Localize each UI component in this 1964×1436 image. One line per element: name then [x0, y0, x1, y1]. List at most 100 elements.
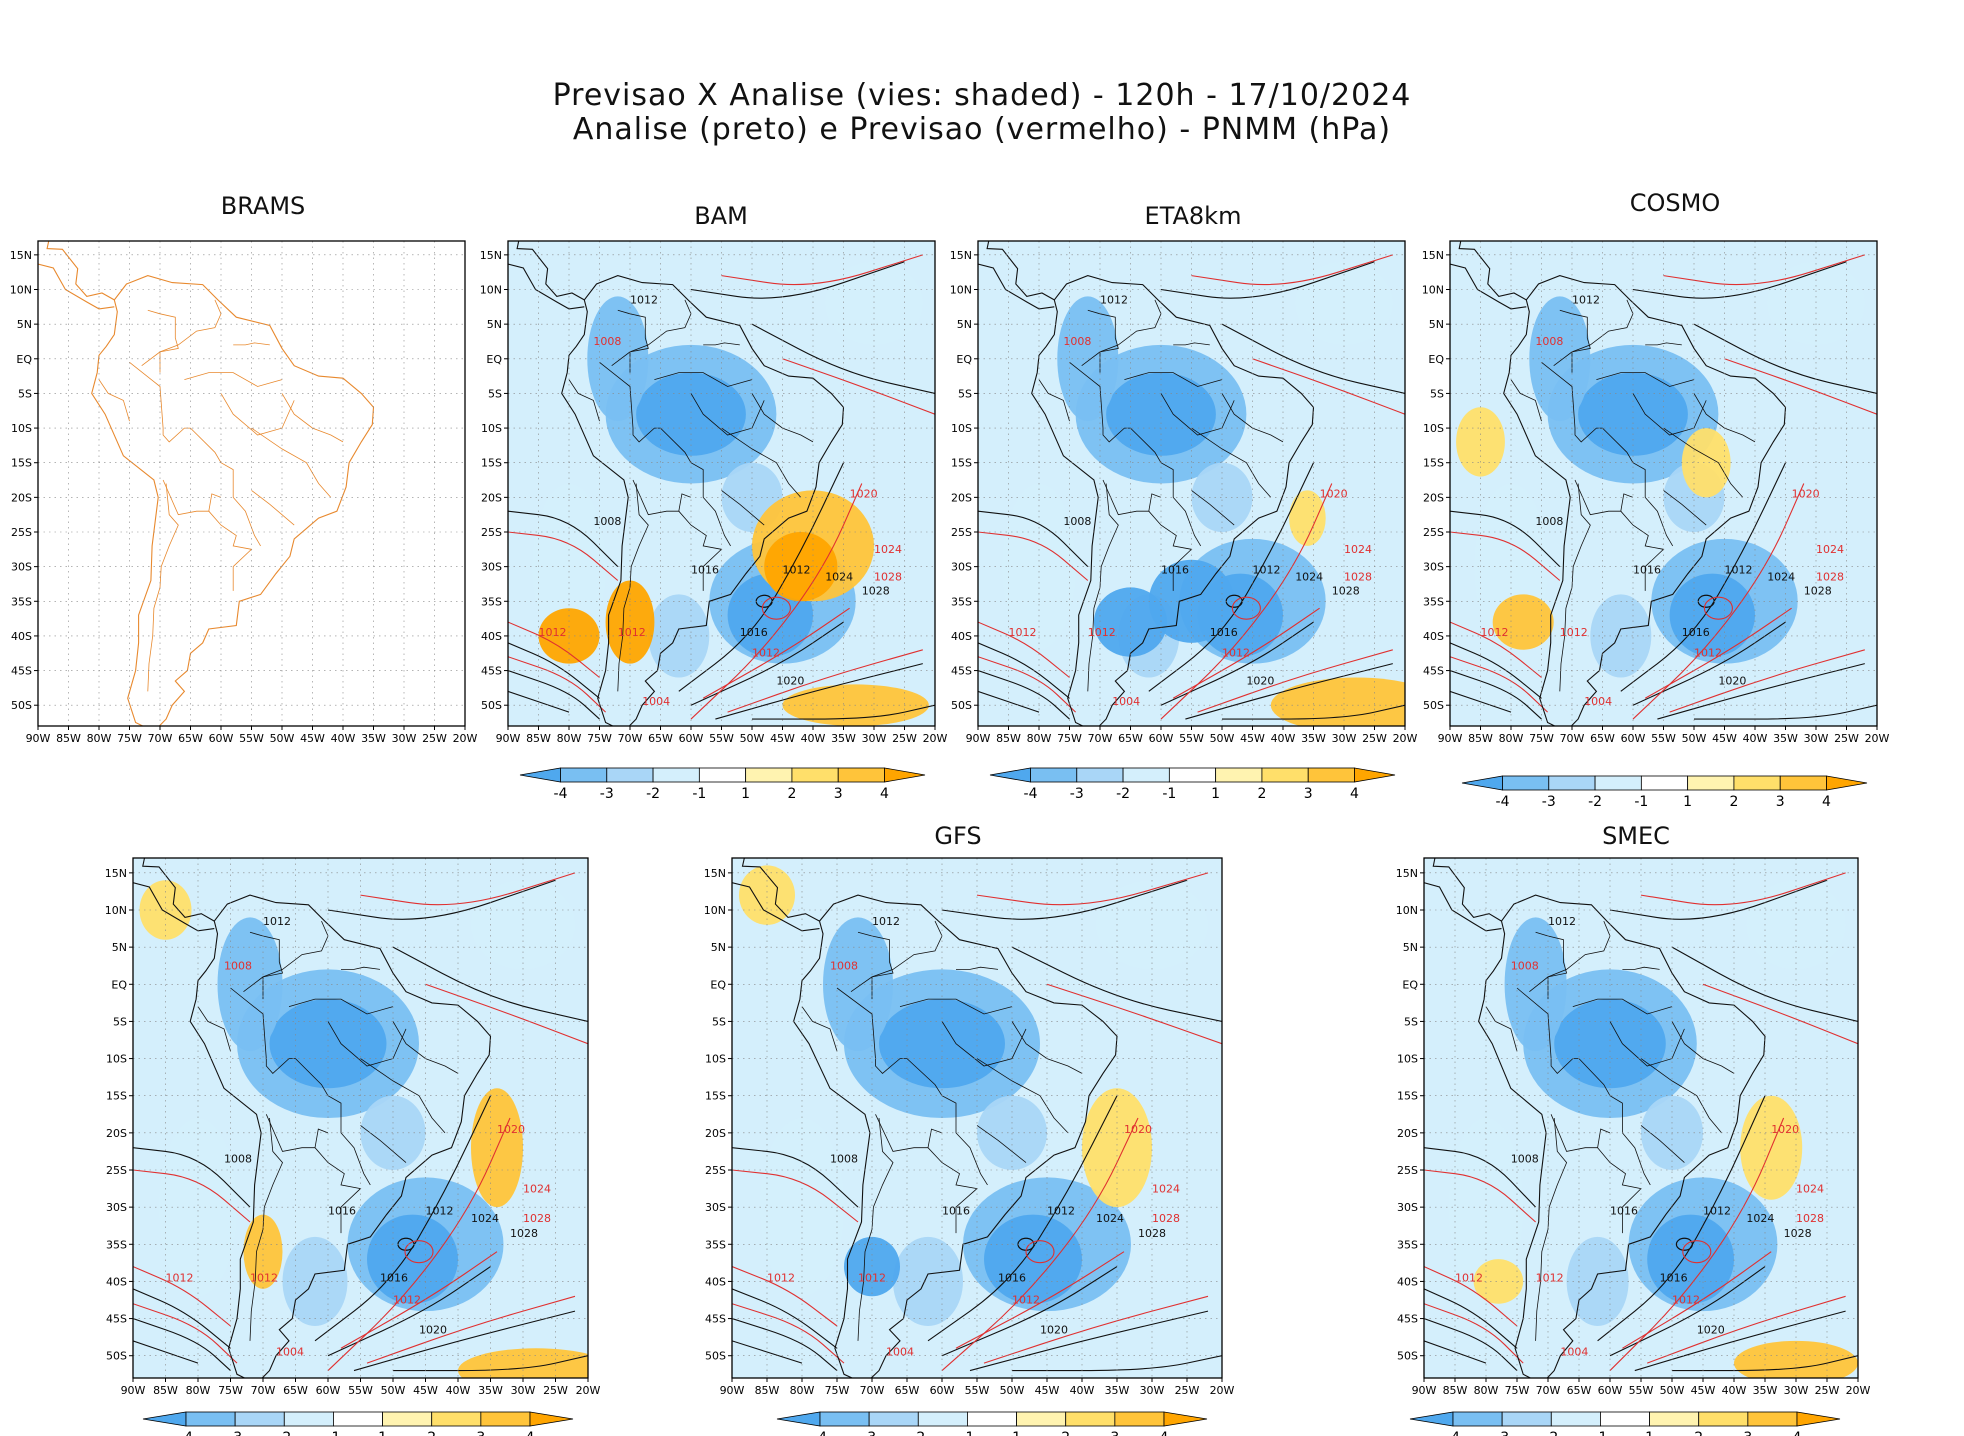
lon-tick-label: 60W	[930, 1384, 955, 1397]
colorbar-swatch	[652, 767, 700, 783]
lon-tick-label: 90W	[720, 1384, 745, 1397]
lon-tick-label: 45W	[1240, 732, 1265, 745]
lon-tick-label: 70W	[251, 1384, 276, 1397]
coastline	[508, 263, 585, 310]
lon-tick-label: 80W	[557, 732, 582, 745]
lon-tick-label: 90W	[26, 732, 51, 745]
border-line	[129, 361, 261, 547]
lat-tick-label: 45S	[705, 1313, 726, 1326]
forecast-isobar	[983, 1295, 1209, 1364]
forecast-isobar	[978, 531, 1089, 581]
coastline	[133, 882, 215, 932]
analysis-isobar	[1693, 323, 1877, 394]
border-line	[899, 998, 1013, 1015]
colorbar-label: -1	[960, 1430, 974, 1436]
border-line	[1572, 998, 1673, 1015]
lat-tick-label: 5N	[1429, 318, 1444, 331]
analysis-contour-label: 1016	[328, 1205, 356, 1218]
forecast-contour-label: 1012	[250, 1271, 278, 1284]
border-line	[941, 1021, 1027, 1067]
bias-area	[1093, 587, 1168, 657]
bias-area	[1647, 1214, 1734, 1304]
forecast-contour-label: 1008	[1063, 335, 1091, 348]
coastline	[1503, 275, 1787, 726]
border-line	[98, 379, 130, 422]
analysis-isobar	[1221, 704, 1405, 720]
forecast-isobar	[508, 531, 619, 581]
lon-tick-label: 90W	[966, 732, 991, 745]
lat-tick-label: 5N	[17, 318, 32, 331]
forecast-isobar	[1046, 983, 1222, 1045]
forecast-contour-label: 1028	[1796, 1212, 1824, 1225]
lon-tick-label: 80W	[790, 1384, 815, 1397]
colorbar-swatch	[283, 1411, 334, 1427]
lon-tick-label: 85W	[755, 1384, 780, 1397]
colorbar-label: 3	[834, 786, 843, 802]
forecast-isobar	[1702, 983, 1858, 1045]
coastline	[732, 882, 820, 932]
colorbar-bam: -4 -3 -2 -1 1 2 3 4	[519, 767, 926, 802]
forecast-contour-label: 1004	[642, 695, 670, 708]
map-panel-wrf: 1012 1024 1028 1020 1016 1016 1012 1008 1012 1012…	[105, 857, 601, 1397]
lon-tick-label: 65W	[178, 732, 203, 745]
lat-tick-label: 40S	[106, 1275, 127, 1288]
lat-tick-label: 10S	[1423, 422, 1444, 435]
panel-title-cosmo: COSMO	[1629, 189, 1721, 217]
colorbar-label: 1	[1012, 1430, 1021, 1436]
lat-tick-label: 25S	[1423, 526, 1444, 539]
analysis-isobar	[969, 1310, 1209, 1372]
analysis-isobar	[678, 462, 844, 692]
forecast-contour-label: 1012	[767, 1271, 795, 1284]
lon-tick-label: 25W	[1362, 732, 1387, 745]
analysis-isobar	[508, 510, 619, 568]
lon-tick-label: 85W	[526, 732, 551, 745]
analysis-isobar	[1148, 462, 1314, 692]
border-line	[1516, 987, 1651, 1186]
colorbar-swatch	[819, 1411, 870, 1427]
border-line	[1191, 490, 1235, 526]
forecast-isobar	[1640, 872, 1846, 906]
forecast-isobar	[1644, 607, 1792, 699]
colorbar-label: -2	[646, 786, 660, 802]
colorbar-label: -3	[1070, 786, 1084, 802]
forecast-contour-label: 1012	[858, 1271, 886, 1284]
colorbar-swatch	[1687, 775, 1735, 791]
border-line	[617, 483, 649, 692]
lat-tick-label: 50S	[1423, 699, 1444, 712]
colorbar-label: -1	[1162, 786, 1176, 802]
bias-area	[1082, 1088, 1152, 1208]
colorbar-label: 2	[1061, 1430, 1070, 1436]
lon-tick-label: 55W	[1629, 1384, 1654, 1397]
analysis-contour-label: 1016	[1161, 564, 1189, 577]
analysis-isobar	[392, 946, 588, 1022]
colorbar-label: 2	[1729, 794, 1738, 810]
colorbar-label: 4	[526, 1430, 535, 1436]
lon-tick-label: 65W	[283, 1384, 308, 1397]
lat-tick-label: EQ	[1402, 978, 1418, 991]
colorbar-swatch	[1114, 1411, 1165, 1427]
analysis-isobar	[327, 879, 556, 920]
lat-tick-label: 50S	[481, 699, 502, 712]
lat-tick-label: 10N	[1396, 904, 1418, 917]
lat-tick-label: 5N	[112, 941, 127, 954]
lon-tick-label: 60W	[209, 732, 234, 745]
forecast-contour-label: 1024	[874, 543, 902, 556]
lon-tick-label: 20W	[1865, 732, 1890, 745]
lon-tick-label: 35W	[361, 732, 386, 745]
colorbar-label: -3	[228, 1430, 242, 1436]
lon-tick-label: 30W	[392, 732, 417, 745]
forecast-isobar	[1669, 649, 1865, 713]
lon-tick-label: 75W	[117, 732, 142, 745]
lat-tick-label: 35S	[1397, 1238, 1418, 1251]
forecast-contour-label: 1024	[523, 1182, 551, 1195]
lat-tick-label: 10S	[481, 422, 502, 435]
colorbar-swatch	[1065, 1411, 1116, 1427]
colorbar-swatch	[868, 1411, 919, 1427]
border-line	[1632, 393, 1707, 436]
forecast-contour-label: 1008	[1511, 959, 1539, 972]
colorbar-swatch	[1501, 1411, 1552, 1427]
analysis-contour-label: 1012	[1253, 564, 1281, 577]
analysis-isobar	[133, 1147, 251, 1208]
lat-tick-label: 40S	[1423, 630, 1444, 643]
analysis-isobar	[1693, 704, 1877, 720]
